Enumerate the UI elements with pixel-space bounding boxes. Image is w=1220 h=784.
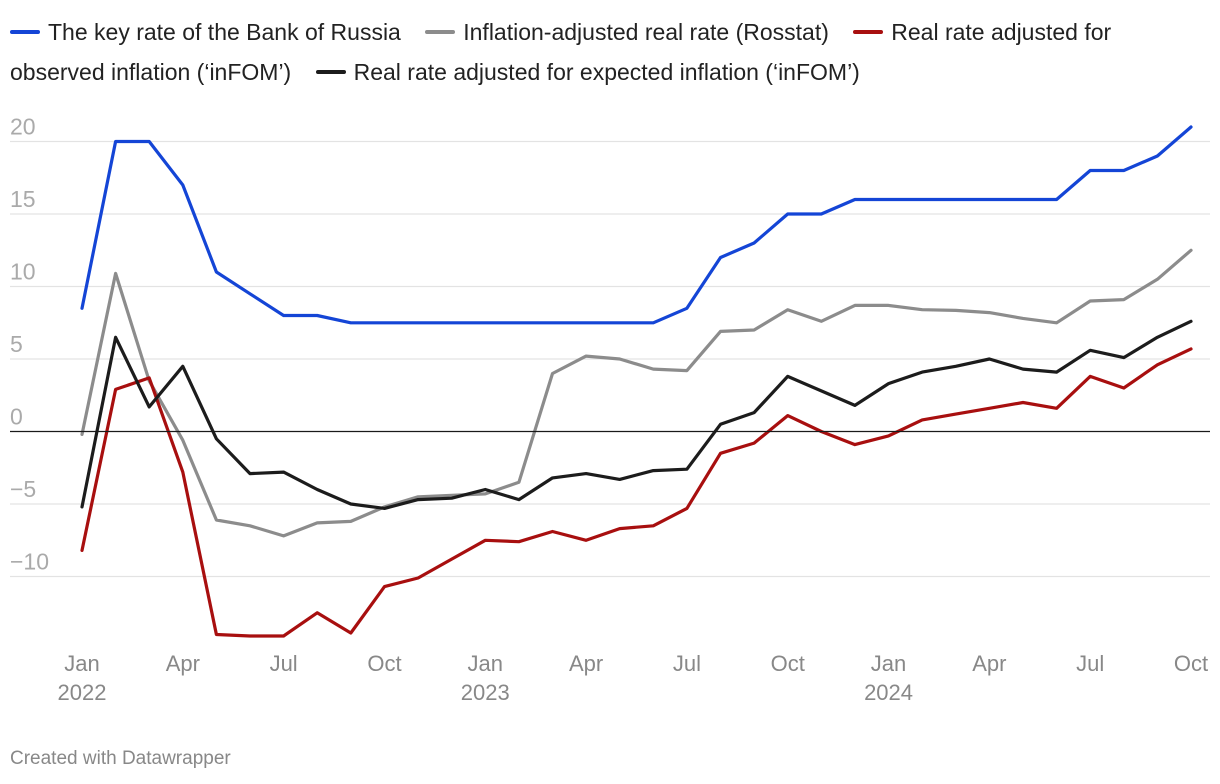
legend-label-key-rate: The key rate of the Bank of Russia bbox=[48, 19, 401, 45]
legend-item-observed-inflation: Real rate adjusted for observed inflatio… bbox=[10, 19, 1111, 85]
series-line-0 bbox=[80, 125, 1193, 325]
legend-swatch-observed-inflation bbox=[853, 29, 884, 34]
x-tick-year-label: 2024 bbox=[864, 680, 913, 705]
legend-item-expected-inflation: Real rate adjusted for expected inflatio… bbox=[315, 59, 860, 85]
x-tick-year-label: 2022 bbox=[58, 680, 107, 705]
x-tick-label: Jul bbox=[673, 651, 701, 676]
y-tick-label: −10 bbox=[10, 549, 49, 575]
y-tick-label: 5 bbox=[10, 331, 23, 357]
legend-swatch-expected-inflation bbox=[315, 69, 346, 74]
y-tick-label: −5 bbox=[10, 476, 36, 502]
y-tick-label: 0 bbox=[10, 404, 23, 430]
chart-legend: The key rate of the Bank of Russia Infla… bbox=[10, 12, 1200, 92]
series-line-3 bbox=[80, 319, 1193, 510]
legend-swatch-rosstat bbox=[425, 29, 456, 34]
series-line-1 bbox=[80, 248, 1193, 538]
legend-label-rosstat: Inflation-adjusted real rate (Rosstat) bbox=[463, 19, 829, 45]
y-tick-label: 15 bbox=[10, 186, 36, 212]
x-tick-label: Apr bbox=[166, 651, 200, 676]
x-tick-label: Jul bbox=[1076, 651, 1104, 676]
x-tick-label: Jul bbox=[270, 651, 298, 676]
legend-label-observed-inflation: Real rate adjusted for observed inflatio… bbox=[10, 19, 1112, 85]
legend-item-key-rate: The key rate of the Bank of Russia bbox=[10, 19, 401, 45]
legend-label-expected-inflation: Real rate adjusted for expected inflatio… bbox=[353, 59, 860, 85]
x-tick-label: Apr bbox=[569, 651, 603, 676]
footer-credit: Created with Datawrapper bbox=[10, 748, 231, 769]
legend-item-rosstat: Inflation-adjusted real rate (Rosstat) bbox=[425, 19, 829, 45]
y-tick-label: 20 bbox=[10, 114, 36, 140]
x-tick-label: Jan bbox=[871, 651, 906, 676]
x-tick-label: Jan bbox=[468, 651, 503, 676]
x-tick-label: Oct bbox=[367, 651, 401, 676]
x-tick-year-label: 2023 bbox=[461, 680, 510, 705]
x-tick-label: Apr bbox=[972, 651, 1006, 676]
x-tick-label: Oct bbox=[771, 651, 805, 676]
x-tick-label: Oct bbox=[1174, 651, 1208, 676]
x-tick-label: Jan bbox=[64, 651, 99, 676]
series-line-2 bbox=[80, 347, 1193, 638]
y-tick-label: 10 bbox=[10, 259, 36, 285]
legend-swatch-key-rate bbox=[10, 29, 40, 34]
